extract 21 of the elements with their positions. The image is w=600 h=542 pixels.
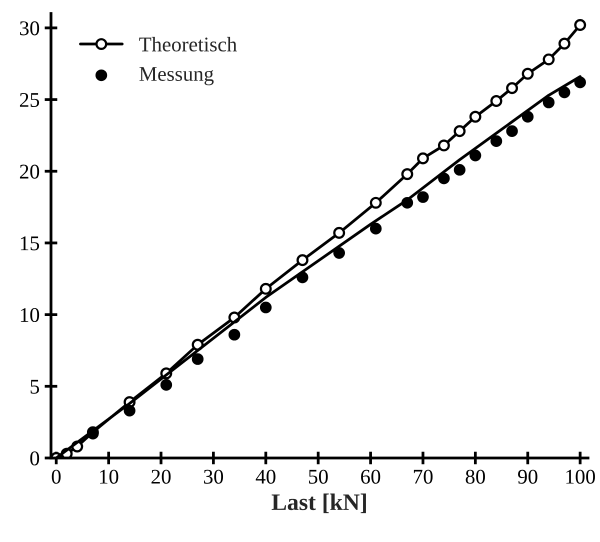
legend-label: Messung <box>139 67 214 86</box>
x-tick-label: 90 <box>518 470 538 484</box>
y-tick-label: 15 <box>20 236 40 250</box>
x-tick-label: 30 <box>204 470 224 484</box>
y-tick-label: 5 <box>30 380 40 394</box>
x-tick-label: 40 <box>256 470 276 484</box>
x-tick-label: 80 <box>466 470 485 484</box>
y-tick-label: 30 <box>20 21 40 36</box>
y-tick-label: 20 <box>20 164 40 179</box>
y-tick-label: 25 <box>20 93 40 108</box>
x-tick-label: 0 <box>52 470 61 484</box>
y-tick-label: 10 <box>20 308 40 322</box>
x-tick-label: 10 <box>100 470 118 484</box>
x-axis-title: Last [kN] <box>272 494 366 514</box>
x-tick-label: 50 <box>308 470 328 484</box>
x-tick-label: 100 <box>566 470 595 484</box>
x-tick-label: 60 <box>361 470 380 484</box>
y-tick-label: 0 <box>30 451 40 466</box>
legend-label: Theoretisch <box>139 36 237 52</box>
x-tick-label: 70 <box>414 470 433 484</box>
x-tick-label: 20 <box>152 470 171 484</box>
